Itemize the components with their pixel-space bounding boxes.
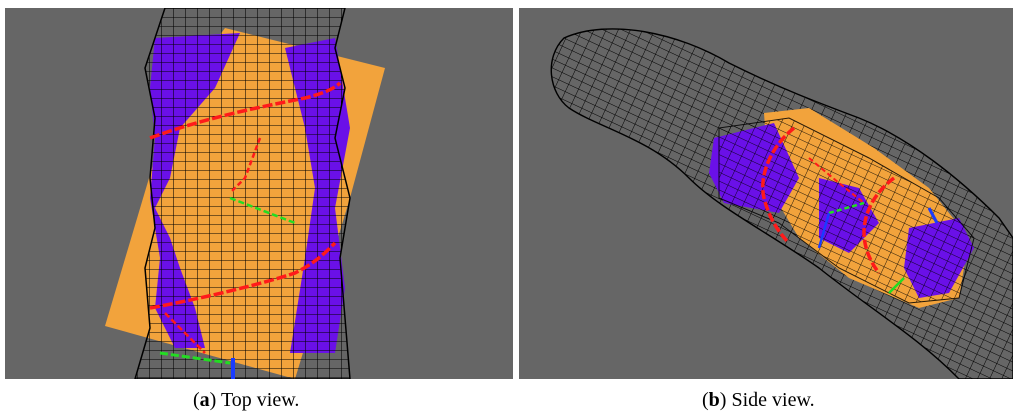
caption-label-b: b <box>708 389 720 411</box>
side-view-render <box>550 28 1013 379</box>
caption-open-paren: ( <box>702 389 709 411</box>
top-view-render <box>105 8 385 379</box>
wireframe-overlay <box>718 117 975 304</box>
caption-open-paren: ( <box>193 389 200 411</box>
green-axis <box>229 196 296 225</box>
red-curve-bottom <box>164 312 206 354</box>
green-axis-bottom <box>159 351 231 365</box>
caption-top-view: (a) Top view. <box>193 389 299 412</box>
red-curve-upper <box>149 81 342 140</box>
red-curve-left <box>761 126 796 245</box>
caption-text-a: ) Top view. <box>209 389 300 411</box>
green-axis-right <box>888 277 905 294</box>
red-curve-lower <box>149 241 337 310</box>
figure-panel-side-view <box>519 8 1013 379</box>
caption-side-view: (b) Side view. <box>702 389 815 412</box>
caption-text-b: ) Side view. <box>719 389 815 411</box>
red-curve-right <box>862 176 896 275</box>
blue-axis <box>817 212 831 249</box>
wireframe-mesh <box>134 8 351 379</box>
red-curve-mid <box>808 157 865 204</box>
blue-axis-right <box>927 207 939 224</box>
caption-label-a: a <box>199 389 210 411</box>
green-axis <box>828 201 865 215</box>
red-curve-mid <box>229 137 262 194</box>
figure-panel-top-view <box>5 8 513 379</box>
